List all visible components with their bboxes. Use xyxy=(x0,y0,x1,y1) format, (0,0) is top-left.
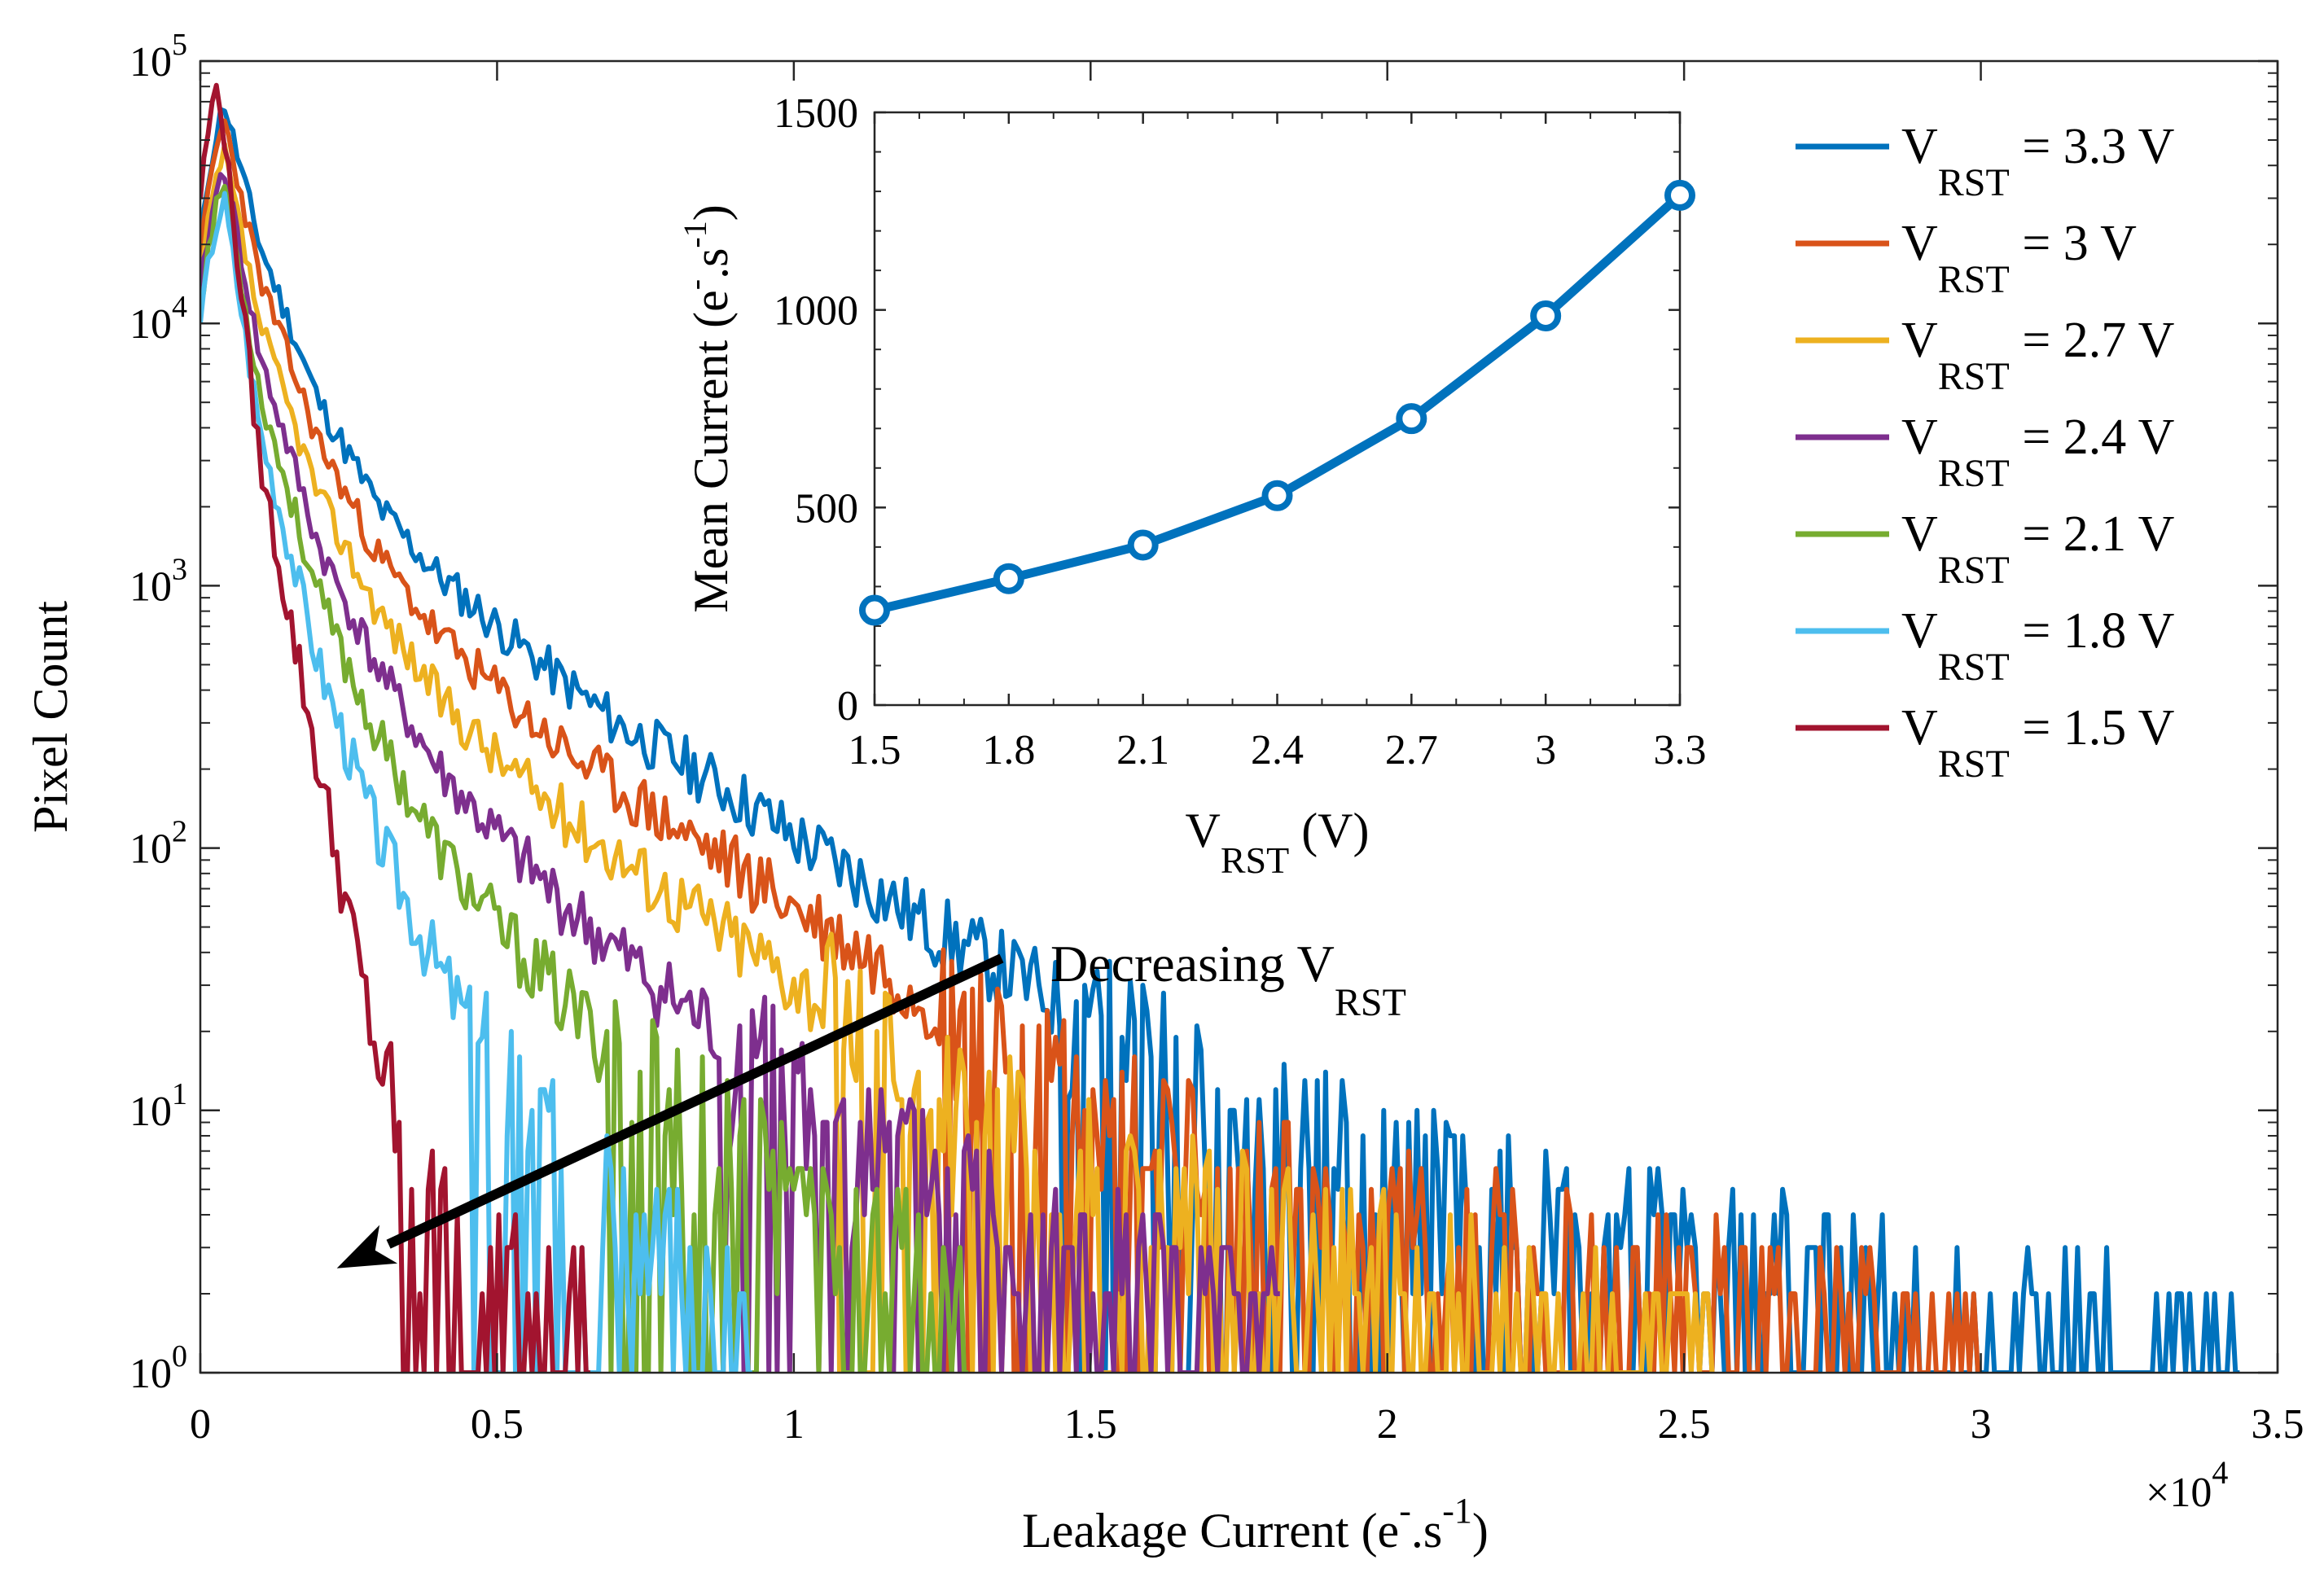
x-axis-title-sup2: -1 xyxy=(1442,1491,1472,1531)
legend-label-sub: RST xyxy=(1938,355,2010,398)
legend-label-rest: = 1.5 V xyxy=(2010,700,2175,756)
legend-label-rest: = 2.1 V xyxy=(2010,506,2175,562)
legend-label-rest: = 3.3 V xyxy=(2010,119,2175,174)
annotation-text-sub: RST xyxy=(1335,981,1406,1024)
inset-frame xyxy=(875,112,1680,705)
inset-x-tick-label: 2.1 xyxy=(1116,727,1169,773)
inset-y-axis-title-end: ) xyxy=(684,204,738,221)
inset-y-tick-label: 1500 xyxy=(774,90,858,137)
inset-y-axis-title-mid: .s xyxy=(684,248,738,279)
y-tick-exp: 1 xyxy=(172,1077,187,1111)
legend-label-main: V xyxy=(1901,506,1938,562)
x-tick-label: 1.5 xyxy=(1064,1401,1117,1448)
x-tick-label: 3 xyxy=(1971,1401,1992,1448)
legend-label-sub: RST xyxy=(1938,258,2010,301)
legend-label-sub: RST xyxy=(1938,646,2010,689)
y-axis-title: Pixel Count xyxy=(24,601,77,833)
y-tick-base: 10 xyxy=(129,563,172,610)
y-tick-exp: 4 xyxy=(172,290,187,324)
y-tick-base: 10 xyxy=(129,1089,172,1135)
inset-marker xyxy=(1399,406,1423,431)
legend-label-main: V xyxy=(1901,216,1938,271)
legend-label-rest: = 3 V xyxy=(2010,216,2137,271)
x-multiplier-base: ×10 xyxy=(2146,1470,2212,1516)
inset-y-tick-label: 1000 xyxy=(774,288,858,335)
inset-marker xyxy=(1533,304,1558,328)
inset-x-axis-title-sub: RST xyxy=(1221,839,1289,881)
inset-x-tick-label: 1.8 xyxy=(982,727,1035,773)
x-tick-label: 1 xyxy=(783,1401,805,1448)
inset-x-axis-title-main: V xyxy=(1185,804,1220,857)
legend-label-main: V xyxy=(1901,313,1938,368)
legend-label-rest: = 1.8 V xyxy=(2010,603,2175,659)
y-tick-base: 10 xyxy=(129,39,172,85)
x-tick-label: 0.5 xyxy=(471,1401,524,1448)
inset-y-tick-label: 500 xyxy=(795,485,858,532)
x-multiplier-exp: 4 xyxy=(2212,1454,2228,1491)
inset-x-tick-label: 1.5 xyxy=(848,727,901,773)
inset-x-tick-label: 2.7 xyxy=(1385,727,1438,773)
legend-label-sub: RST xyxy=(1938,549,2010,592)
legend-label-rest: = 2.7 V xyxy=(2010,313,2175,368)
x-axis-title-mid: .s xyxy=(1411,1504,1442,1558)
inset-y-tick-label: 0 xyxy=(837,683,858,730)
x-axis-title-end: ) xyxy=(1472,1504,1489,1558)
y-tick-exp: 2 xyxy=(172,815,187,849)
y-tick-exp: 3 xyxy=(172,552,187,586)
x-axis-title-main: Leakage Current (e xyxy=(1022,1504,1399,1558)
inset-marker xyxy=(1265,484,1290,508)
legend-label-sub: RST xyxy=(1938,452,2010,495)
y-tick-base: 10 xyxy=(129,1351,172,1397)
inset-marker xyxy=(862,598,887,623)
inset-y-axis-title-main: Mean Current (e xyxy=(684,290,738,613)
y-tick-exp: 5 xyxy=(172,28,187,62)
x-tick-label: 3.5 xyxy=(2252,1401,2304,1448)
inset-y-axis-title: Mean Current (e-.s-1) xyxy=(677,204,738,613)
inset-x-tick-label: 2.4 xyxy=(1251,727,1304,773)
inset-x-axis-title-rest: (V) xyxy=(1289,804,1369,857)
inset-x-tick-label: 3 xyxy=(1535,727,1556,773)
x-axis-title-sup1: - xyxy=(1399,1491,1411,1531)
inset-marker xyxy=(1668,183,1692,208)
x-tick-label: 0 xyxy=(190,1401,211,1448)
legend-label-rest: = 2.4 V xyxy=(2010,410,2175,465)
legend-label-main: V xyxy=(1901,603,1938,659)
y-tick-base: 10 xyxy=(129,826,172,873)
inset-marker xyxy=(997,567,1021,591)
x-tick-label: 2 xyxy=(1377,1401,1398,1448)
legend-label-sub: RST xyxy=(1938,743,2010,786)
inset-y-axis-title-sup1: - xyxy=(677,279,713,290)
annotation-text-main: Decreasing V xyxy=(1050,935,1335,992)
legend-label-main: V xyxy=(1901,700,1938,756)
chart-figure: 0 0.5 1 1.5 2 2.5 3 3.5100101102103104105Leakag… xyxy=(0,0,2324,1573)
inset-x-tick-label: 3.3 xyxy=(1654,727,1707,773)
legend-label-sub: RST xyxy=(1938,161,2010,204)
inset-y-axis-title-sup2: -1 xyxy=(677,221,713,248)
inset-marker xyxy=(1131,532,1155,557)
x-tick-label: 2.5 xyxy=(1658,1401,1711,1448)
legend-label-main: V xyxy=(1901,119,1938,174)
y-tick-exp: 0 xyxy=(172,1339,187,1374)
y-tick-base: 10 xyxy=(129,301,172,348)
legend-label-main: V xyxy=(1901,410,1938,465)
